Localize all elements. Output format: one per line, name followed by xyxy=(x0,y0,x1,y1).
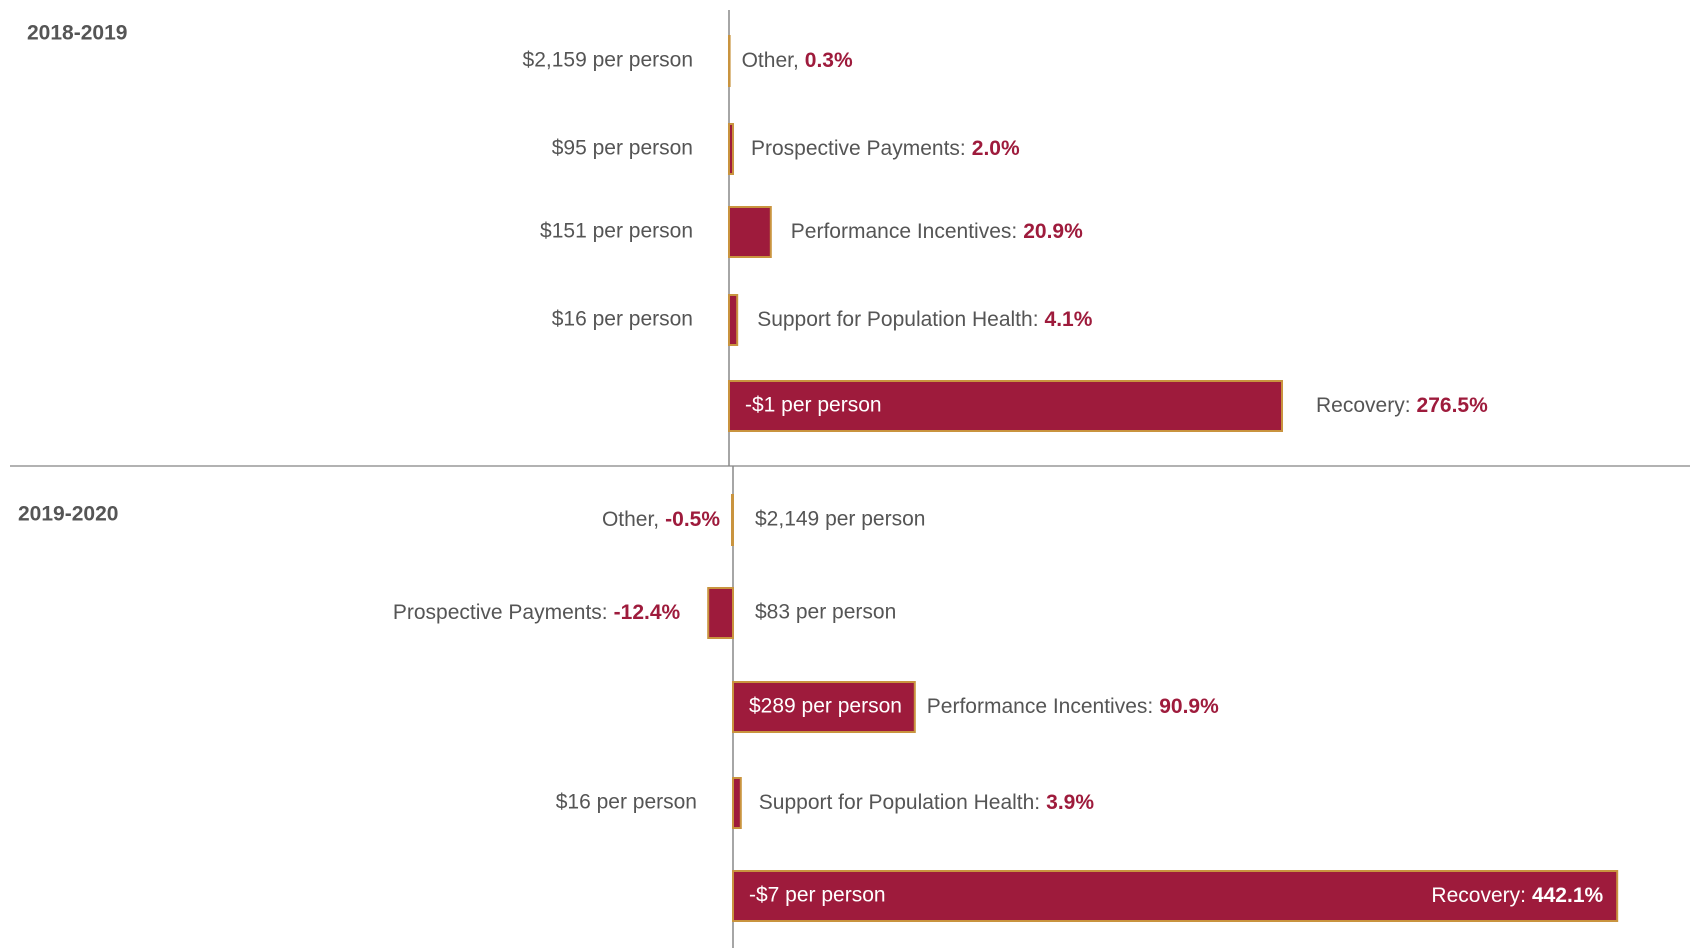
value-label: 0.3% xyxy=(805,49,853,72)
value-label: -12.4% xyxy=(614,601,681,624)
bar xyxy=(728,206,772,258)
category-label: Performance Incentives: 20.9% xyxy=(791,220,1083,243)
bar xyxy=(728,123,734,175)
category-label: Recovery: 442.1% xyxy=(1431,884,1603,907)
category-name: Prospective Payments: xyxy=(751,137,966,160)
value-label: -0.5% xyxy=(665,508,720,531)
value-label: 3.9% xyxy=(1046,791,1094,814)
category-name: Other, xyxy=(742,49,799,72)
per-person-label: -$7 per person xyxy=(749,884,886,907)
bar xyxy=(731,494,734,546)
bar xyxy=(707,587,735,639)
per-person-label: $95 per person xyxy=(552,137,693,160)
category-label: Other, 0.3% xyxy=(742,49,853,72)
per-person-label: $2,159 per person xyxy=(523,49,693,72)
panel-title: 2019-2020 xyxy=(18,503,118,526)
category-name: Performance Incentives: xyxy=(927,695,1153,718)
value-label: 90.9% xyxy=(1159,695,1219,718)
panel-title: 2018-2019 xyxy=(27,22,127,45)
bar xyxy=(728,380,1283,432)
value-label: 442.1% xyxy=(1532,884,1604,907)
per-person-label: $83 per person xyxy=(755,601,896,624)
category-name: Prospective Payments: xyxy=(393,601,608,624)
per-person-label: $16 per person xyxy=(552,308,693,331)
per-person-label: $16 per person xyxy=(556,791,697,814)
category-name: Other, xyxy=(602,508,659,531)
per-person-label: $2,149 per person xyxy=(755,508,925,531)
category-name: Support for Population Health: xyxy=(759,791,1040,814)
category-label: Other, -0.5% xyxy=(602,508,720,531)
category-name: Recovery: xyxy=(1316,394,1411,417)
category-label: Recovery: 276.5% xyxy=(1316,394,1488,417)
bar xyxy=(732,681,916,733)
per-person-label: $289 per person xyxy=(749,695,902,718)
bar xyxy=(732,777,742,829)
per-person-label: -$1 per person xyxy=(745,394,882,417)
value-label: 2.0% xyxy=(972,137,1020,160)
category-name: Performance Incentives: xyxy=(791,220,1017,243)
category-name: Support for Population Health: xyxy=(757,308,1038,331)
category-label: Support for Population Health: 4.1% xyxy=(757,308,1093,331)
value-label: 20.9% xyxy=(1023,220,1083,243)
category-label: Prospective Payments: 2.0% xyxy=(751,137,1020,160)
value-label: 4.1% xyxy=(1045,308,1093,331)
bar xyxy=(728,35,731,87)
category-label: Support for Population Health: 3.9% xyxy=(759,791,1095,814)
bar xyxy=(732,870,1619,922)
bar xyxy=(728,294,739,346)
category-name: Recovery: xyxy=(1431,884,1526,907)
per-person-label: $151 per person xyxy=(540,220,693,243)
value-label: 276.5% xyxy=(1417,394,1489,417)
category-label: Performance Incentives: 90.9% xyxy=(927,695,1219,718)
category-label: Prospective Payments: -12.4% xyxy=(393,601,681,624)
